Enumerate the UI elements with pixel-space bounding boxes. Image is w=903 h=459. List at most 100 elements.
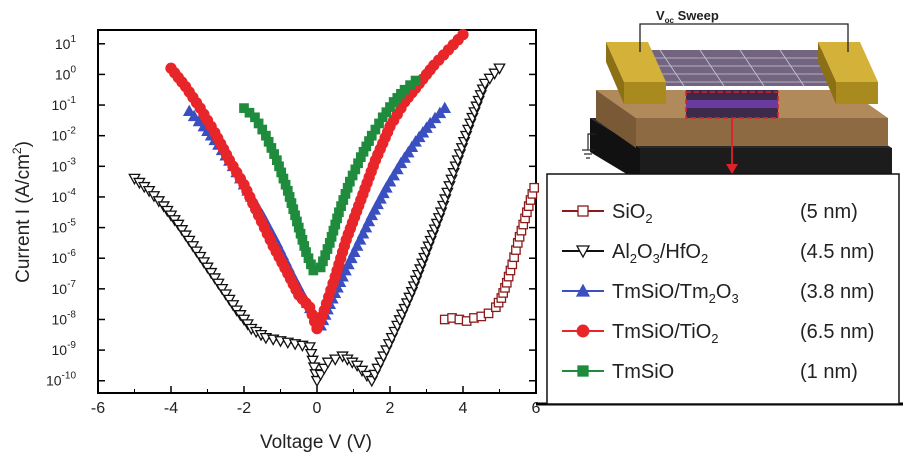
data-point [377, 186, 390, 199]
legend-label: TmSiO/TiO2 [612, 321, 718, 346]
inset-label: Voc Sweep [656, 8, 719, 25]
legend-marker [575, 283, 591, 297]
data-point [483, 308, 494, 319]
legend-item-tmsio: TmSiO (1 nm) [562, 361, 858, 383]
data-point [226, 300, 240, 312]
data-point [405, 140, 419, 153]
data-point [223, 294, 236, 307]
legend-label: TmSiO/Tm2O3 [612, 281, 739, 306]
y-tick-label: 10-9 [52, 340, 77, 358]
data-point [201, 262, 214, 274]
data-point [193, 251, 207, 264]
x-tick-label: 0 [313, 400, 322, 417]
data-point [342, 257, 355, 270]
series-sio2 [439, 182, 540, 326]
data-point [192, 114, 206, 127]
legend-item-sio2: SiO2 (5 nm) [562, 201, 858, 226]
data-point [438, 101, 452, 113]
data-point [350, 239, 364, 251]
legend-marker [576, 324, 590, 338]
data-point [371, 197, 384, 210]
y-axis-ticks: 101 100 10-1 10-2 10-3 10-4 10-5 10-6 10-7 10-8 10… [46, 34, 536, 389]
data-point [387, 168, 400, 181]
x-axis-label: Voltage V (V) [260, 432, 372, 453]
y-tick-label: 10-10 [46, 371, 76, 389]
data-point [390, 162, 404, 175]
data-point [186, 241, 200, 253]
data-point [394, 156, 408, 169]
legend-marker [577, 205, 589, 217]
legend-marker [577, 365, 589, 377]
data-point [359, 221, 373, 233]
data-point [356, 227, 370, 239]
data-point [380, 181, 393, 193]
x-tick-label: 2 [386, 400, 395, 417]
legend: SiO2 (5 nm) Al2O3/HfO2 (4.5 nm) TmSiO/Tm2O3 (… [536, 173, 903, 406]
data-point [182, 104, 196, 117]
data-point [383, 175, 397, 187]
x-tick-label: 4 [459, 400, 468, 417]
legend-marker [575, 245, 591, 259]
data-point [362, 214, 376, 227]
data-point [215, 283, 229, 296]
x-tick-label: -2 [237, 400, 251, 417]
data-point [179, 230, 192, 242]
data-point [410, 75, 421, 86]
data-point [204, 267, 218, 280]
x-tick-label: -6 [91, 400, 105, 417]
data-point [353, 233, 367, 245]
data-point [187, 109, 201, 122]
legend-item-al2o3-hfo2: Al2O3/HfO2 (4.5 nm) [562, 241, 874, 266]
data-point [401, 145, 415, 158]
data-point [483, 73, 497, 86]
series-tmsio [239, 75, 421, 276]
y-tick-label: 10-5 [52, 218, 77, 236]
data-point [182, 235, 196, 248]
data-point [307, 362, 321, 374]
series-tmsio-tio2 [165, 28, 469, 335]
y-tick-label: 101 [55, 34, 77, 52]
inset-device-schematic: Voc Sweep [540, 0, 903, 182]
y-tick-label: 100 [55, 64, 77, 82]
data-point [219, 289, 233, 301]
x-tick-label: 6 [532, 400, 541, 417]
data-point [365, 208, 379, 221]
legend-thickness: (3.8 nm) [800, 281, 874, 303]
series-al2o3-hfo2 [128, 63, 506, 388]
data-point [303, 342, 317, 354]
data-point [321, 357, 335, 369]
legend-thickness: (5 nm) [800, 201, 858, 223]
legend-thickness: (1 nm) [800, 361, 858, 383]
legend-label: Al2O3/HfO2 [612, 241, 708, 266]
y-tick-label: 10-8 [52, 309, 77, 327]
data-point [457, 28, 469, 41]
data-point [328, 354, 342, 366]
legend-item-tmsio-tio2: TmSiO/TiO2 (6.5 nm) [562, 321, 874, 346]
y-tick-label: 10-3 [52, 156, 77, 174]
legend-thickness: (6.5 nm) [800, 321, 874, 343]
data-point [368, 203, 381, 215]
x-axis-ticks: -6 -4 -2 0 2 4 6 [91, 386, 541, 417]
y-tick-label: 10-1 [52, 95, 77, 113]
y-tick-label: 10-4 [52, 187, 77, 205]
legend-label: TmSiO [612, 361, 674, 383]
data-point [175, 225, 189, 237]
data-point [197, 257, 211, 269]
legend-label: SiO2 [612, 201, 653, 226]
legend-item-tmsio-tm2o3: TmSiO/Tm2O3 (3.8 nm) [562, 281, 874, 306]
data-point [488, 68, 501, 80]
data-point [529, 182, 540, 193]
data-point [208, 273, 222, 285]
y-tick-label: 10-7 [52, 279, 77, 297]
x-tick-label: -4 [164, 400, 178, 417]
y-tick-label: 10-6 [52, 248, 77, 266]
legend-thickness: (4.5 nm) [800, 241, 874, 263]
y-axis-label: Current I (A/cm2) [10, 141, 34, 283]
data-point [478, 78, 492, 91]
data-point [306, 355, 319, 368]
data-point [171, 219, 185, 232]
data-point [190, 246, 203, 258]
data-point [345, 251, 358, 264]
data-point [212, 278, 225, 291]
